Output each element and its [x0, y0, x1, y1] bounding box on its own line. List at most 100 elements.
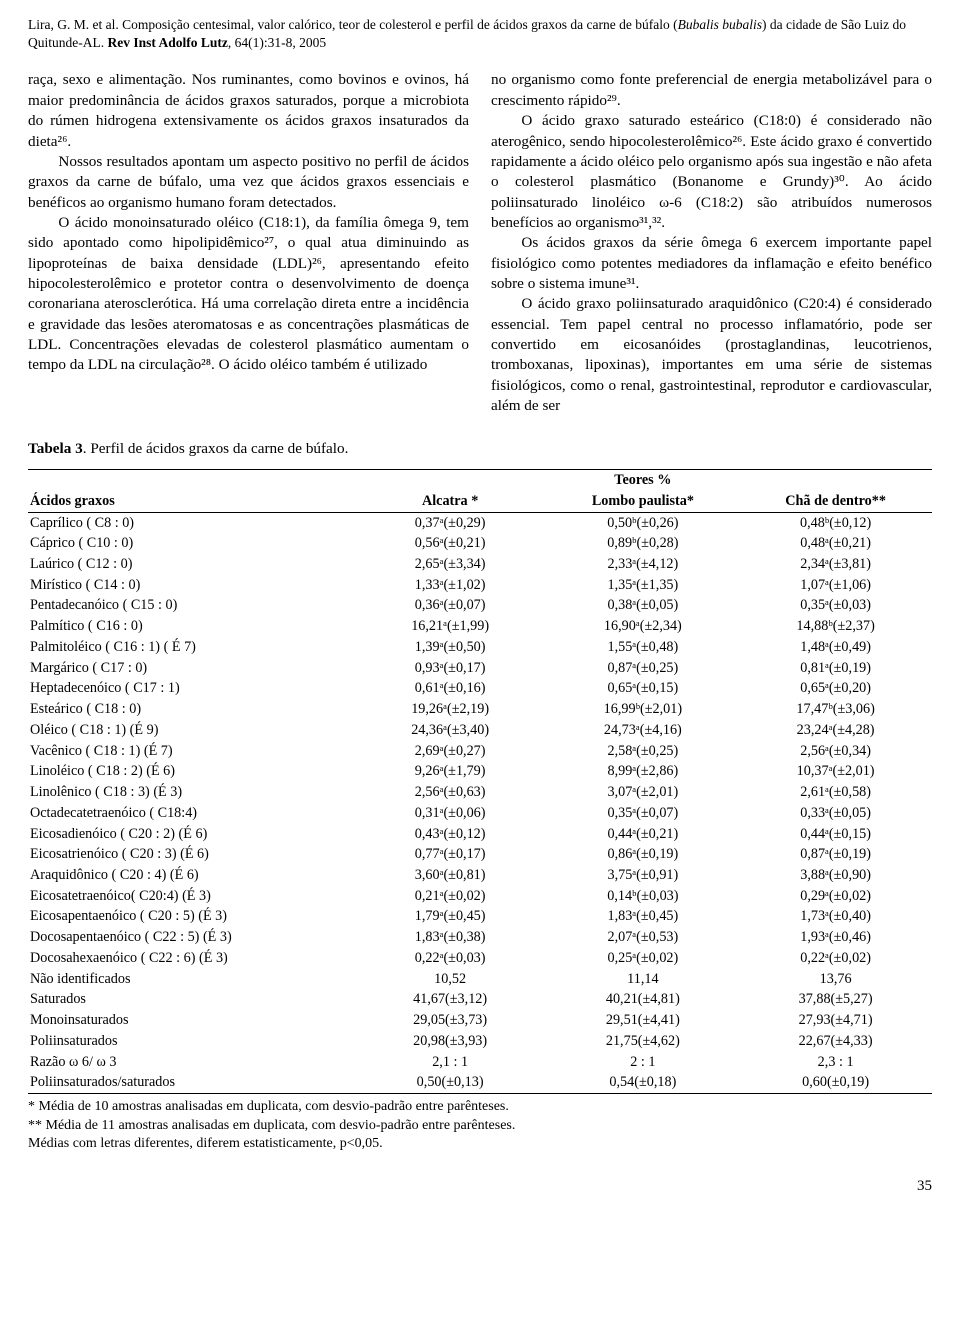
- table-cell: 0,29ᵃ(±0,02): [739, 886, 932, 907]
- table-cell: 0,60(±0,19): [739, 1072, 932, 1093]
- para-r2: O ácido graxo saturado esteárico (C18:0)…: [491, 111, 932, 233]
- table-cell: 2,3 : 1: [739, 1052, 932, 1073]
- table-cell: Mirístico ( C14 : 0): [28, 575, 354, 596]
- table-cell: 2,1 : 1: [354, 1052, 547, 1073]
- table-cell: 23,24ᵃ(±4,28): [739, 720, 932, 741]
- table-cell: Palmitoléico ( C16 : 1) ( É 7): [28, 637, 354, 658]
- table-cell: 41,67(±3,12): [354, 989, 547, 1010]
- table-caption: Tabela 3. Perfil de ácidos graxos da car…: [28, 439, 932, 460]
- table-row: Oléico ( C18 : 1) (É 9)24,36ᵃ(±3,40)24,7…: [28, 720, 932, 741]
- table-cell: 16,99ᵇ(±2,01): [547, 699, 740, 720]
- table-cell: 2,58ᵃ(±0,25): [547, 741, 740, 762]
- table-row: Palmítico ( C16 : 0)16,21ᵃ(±1,99)16,90ᵃ(…: [28, 616, 932, 637]
- table-row: Poliinsaturados/saturados0,50(±0,13)0,54…: [28, 1072, 932, 1093]
- caption-label: Tabela 3: [28, 440, 83, 457]
- table-cell: Poliinsaturados/saturados: [28, 1072, 354, 1093]
- table-row: Linoléico ( C18 : 2) (É 6)9,26ᵃ(±1,79)8,…: [28, 761, 932, 782]
- table-cell: Pentadecanóico ( C15 : 0): [28, 595, 354, 616]
- table-cell: 20,98(±3,93): [354, 1031, 547, 1052]
- table-cell: 0,21ᵃ(±0,02): [354, 886, 547, 907]
- table-cell: Cáprico ( C10 : 0): [28, 533, 354, 554]
- table-cell: 10,37ᵃ(±2,01): [739, 761, 932, 782]
- header-journal-tail: , 64(1):31-8, 2005: [228, 35, 326, 50]
- table-cell: 3,60ᵃ(±0,81): [354, 865, 547, 886]
- table-row: Margárico ( C17 : 0)0,93ᵃ(±0,17)0,87ᵃ(±0…: [28, 658, 932, 679]
- table-cell: 0,48ᵇ(±0,12): [739, 512, 932, 533]
- footnote-2: ** Média de 11 amostras analisadas em du…: [28, 1117, 932, 1135]
- table-cell: 24,73ᵃ(±4,16): [547, 720, 740, 741]
- table-cell: 2 : 1: [547, 1052, 740, 1073]
- table-row: Poliinsaturados20,98(±3,93)21,75(±4,62)2…: [28, 1031, 932, 1052]
- table-cell: 1,33ᵃ(±1,02): [354, 575, 547, 596]
- table-row: Linolênico ( C18 : 3) (É 3)2,56ᵃ(±0,63)3…: [28, 782, 932, 803]
- para-l2: Nossos resultados apontam um aspecto pos…: [28, 152, 469, 213]
- para-r4: O ácido graxo poliinsaturado araquidônic…: [491, 294, 932, 416]
- table-cell: 3,88ᵃ(±0,90): [739, 865, 932, 886]
- para-l3: O ácido monoinsaturado oléico (C18:1), d…: [28, 213, 469, 376]
- table-cell: 0,25ᵃ(±0,02): [547, 948, 740, 969]
- table-cell: 2,61ᵃ(±0,58): [739, 782, 932, 803]
- table-cell: Vacênico ( C18 : 1) (É 7): [28, 741, 354, 762]
- table-row: Esteárico ( C18 : 0)19,26ᵃ(±2,19)16,99ᵇ(…: [28, 699, 932, 720]
- table-cell: Linolênico ( C18 : 3) (É 3): [28, 782, 354, 803]
- table-row: Laúrico ( C12 : 0)2,65ᵃ(±3,34)2,33ᵃ(±4,1…: [28, 554, 932, 575]
- table-row: Eicosatetraenóico( C20:4) (É 3)0,21ᵃ(±0,…: [28, 886, 932, 907]
- footnote-1: * Média de 10 amostras analisadas em dup…: [28, 1098, 932, 1116]
- table-cell: 0,22ᵃ(±0,02): [739, 948, 932, 969]
- table-cell: Eicosadienóico ( C20 : 2) (É 6): [28, 824, 354, 845]
- table-cell: 0,48ᵃ(±0,21): [739, 533, 932, 554]
- table-cell: Eicosapentaenóico ( C20 : 5) (É 3): [28, 906, 354, 927]
- para-r3: Os ácidos graxos da série ômega 6 exerce…: [491, 233, 932, 294]
- table-cell: 21,75(±4,62): [547, 1031, 740, 1052]
- table-cell: Não identificados: [28, 969, 354, 990]
- table-cell: 0,81ᵃ(±0,19): [739, 658, 932, 679]
- table-cell: 37,88(±5,27): [739, 989, 932, 1010]
- table-cell: 0,50ᵇ(±0,26): [547, 512, 740, 533]
- table-cell: 2,33ᵃ(±4,12): [547, 554, 740, 575]
- table-cell: 2,07ᵃ(±0,53): [547, 927, 740, 948]
- table-cell: 0,87ᵃ(±0,25): [547, 658, 740, 679]
- table-cell: 29,05(±3,73): [354, 1010, 547, 1031]
- table-cell: 0,93ᵃ(±0,17): [354, 658, 547, 679]
- table-cell: 0,37ᵃ(±0,29): [354, 512, 547, 533]
- caption-text: . Perfil de ácidos graxos da carne de bú…: [83, 440, 349, 457]
- table-cell: Saturados: [28, 989, 354, 1010]
- table-row: Eicosapentaenóico ( C20 : 5) (É 3)1,79ᵃ(…: [28, 906, 932, 927]
- table-cell: 1,35ᵃ(±1,35): [547, 575, 740, 596]
- table-row: Razão ω 6/ ω 32,1 : 12 : 12,3 : 1: [28, 1052, 932, 1073]
- table-row: Docosapentaenóico ( C22 : 5) (É 3)1,83ᵃ(…: [28, 927, 932, 948]
- table-row: Eicosatrienóico ( C20 : 3) (É 6)0,77ᵃ(±0…: [28, 844, 932, 865]
- table-cell: 0,35ᵃ(±0,07): [547, 803, 740, 824]
- table-cell: 16,21ᵃ(±1,99): [354, 616, 547, 637]
- table-row: Octadecatetraenóico ( C18:4)0,31ᵃ(±0,06)…: [28, 803, 932, 824]
- table-cell: 8,99ᵃ(±2,86): [547, 761, 740, 782]
- table-cell: 2,56ᵃ(±0,63): [354, 782, 547, 803]
- table-cell: Caprílico ( C8 : 0): [28, 512, 354, 533]
- table-row: Docosahexaenóico ( C22 : 6) (É 3)0,22ᵃ(±…: [28, 948, 932, 969]
- table-cell: 2,34ᵃ(±3,81): [739, 554, 932, 575]
- table-row: Eicosadienóico ( C20 : 2) (É 6)0,43ᵃ(±0,…: [28, 824, 932, 845]
- header-species: Bubalis bubalis: [678, 17, 762, 32]
- footnote-3: Médias com letras diferentes, diferem es…: [28, 1135, 932, 1153]
- table-cell: 1,93ᵃ(±0,46): [739, 927, 932, 948]
- table-cell: Palmítico ( C16 : 0): [28, 616, 354, 637]
- table-cell: 0,38ᵃ(±0,05): [547, 595, 740, 616]
- table-cell: Docosapentaenóico ( C22 : 5) (É 3): [28, 927, 354, 948]
- table-cell: 13,76: [739, 969, 932, 990]
- table-row: Pentadecanóico ( C15 : 0)0,36ᵃ(±0,07)0,3…: [28, 595, 932, 616]
- table-row: Caprílico ( C8 : 0)0,37ᵃ(±0,29)0,50ᵇ(±0,…: [28, 512, 932, 533]
- table-cell: Oléico ( C18 : 1) (É 9): [28, 720, 354, 741]
- table-cell: 1,39ᵃ(±0,50): [354, 637, 547, 658]
- table-cell: 0,56ᵃ(±0,21): [354, 533, 547, 554]
- table-row: Cáprico ( C10 : 0)0,56ᵃ(±0,21)0,89ᵇ(±0,2…: [28, 533, 932, 554]
- fatty-acid-table: Teores % Ácidos graxos Alcatra * Lombo p…: [28, 469, 932, 1094]
- table-cell: 1,79ᵃ(±0,45): [354, 906, 547, 927]
- table-cell: 0,22ᵃ(±0,03): [354, 948, 547, 969]
- table-cell: 3,07ᵃ(±2,01): [547, 782, 740, 803]
- th-blank: [28, 470, 354, 491]
- table-cell: Octadecatetraenóico ( C18:4): [28, 803, 354, 824]
- table-cell: 0,77ᵃ(±0,17): [354, 844, 547, 865]
- th-col0: Ácidos graxos: [28, 491, 354, 512]
- table-cell: Razão ω 6/ ω 3: [28, 1052, 354, 1073]
- table-cell: 3,75ᵃ(±0,91): [547, 865, 740, 886]
